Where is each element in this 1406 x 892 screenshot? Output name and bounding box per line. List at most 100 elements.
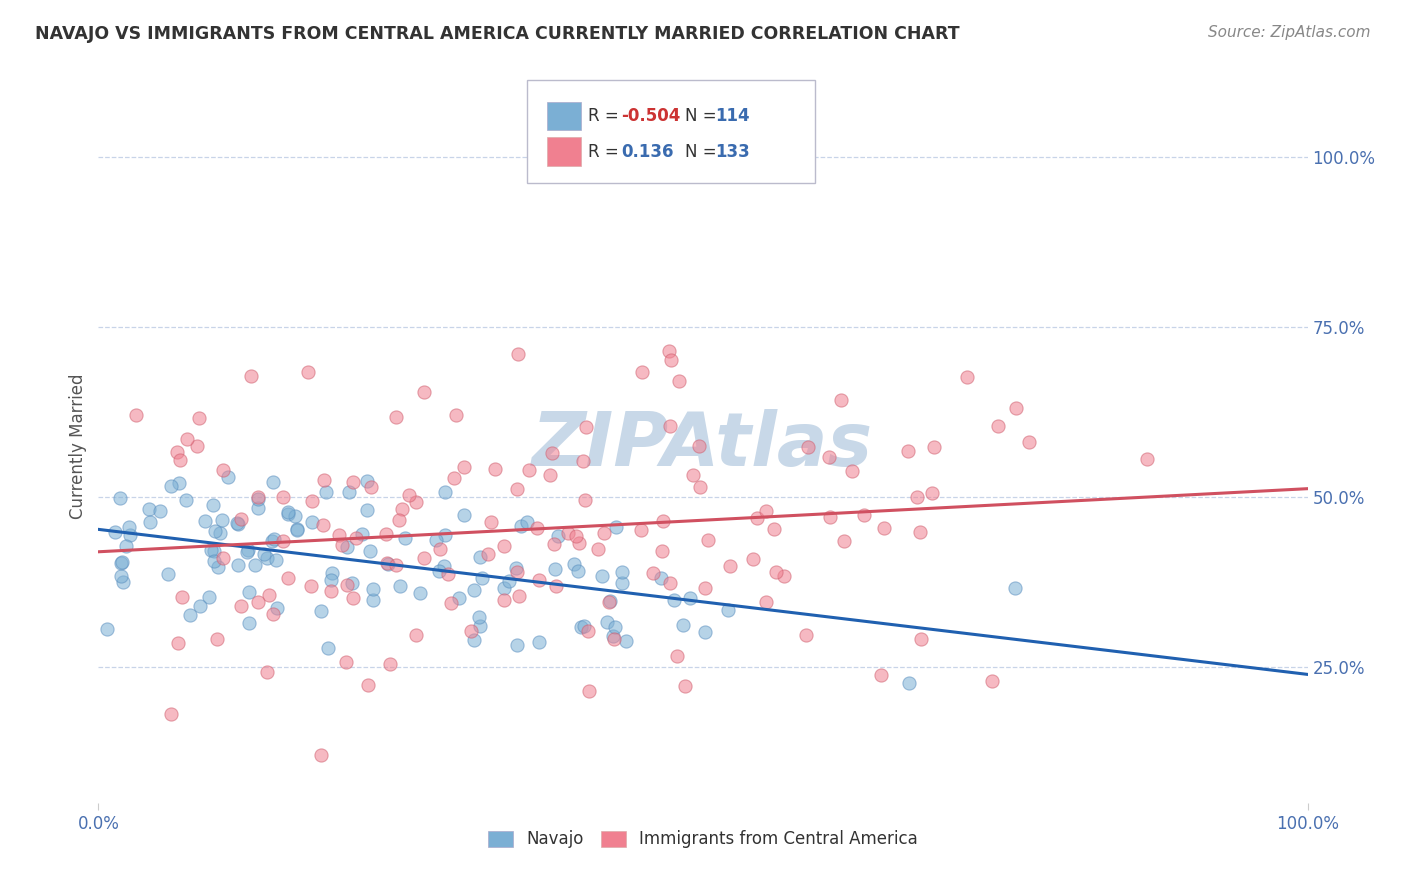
Point [433, 558, 456, 573]
Point [229, 511, 252, 525]
Point [1136, 451, 1159, 466]
Point [569, 620, 592, 634]
Text: 133: 133 [716, 143, 751, 161]
Point [468, 619, 491, 633]
Point [603, 620, 626, 634]
Point [630, 523, 652, 537]
Point [388, 513, 411, 527]
Point [169, 452, 191, 467]
Point [202, 543, 225, 558]
Point [201, 498, 224, 512]
Point [755, 595, 778, 609]
Point [429, 541, 451, 556]
Point [830, 392, 852, 407]
Point [547, 529, 569, 543]
Point [204, 524, 226, 538]
Point [591, 569, 613, 583]
Point [361, 593, 384, 607]
Point [659, 576, 682, 591]
Point [434, 484, 457, 499]
Point [385, 558, 408, 572]
Y-axis label: Currently Married: Currently Married [69, 373, 87, 519]
Point [529, 573, 551, 587]
Point [1005, 401, 1028, 415]
Point [319, 583, 342, 598]
Point [672, 618, 695, 632]
Point [271, 491, 294, 505]
Point [659, 353, 682, 368]
Point [247, 595, 270, 609]
Point [263, 475, 285, 489]
Point [425, 533, 447, 547]
Point [243, 558, 266, 572]
Point [238, 616, 260, 631]
Point [695, 582, 717, 596]
Point [460, 624, 482, 638]
Point [389, 579, 412, 593]
Point [463, 633, 485, 648]
Point [253, 547, 276, 561]
Point [346, 531, 368, 545]
Text: -0.504: -0.504 [621, 107, 681, 125]
Point [440, 596, 463, 610]
Point [202, 554, 225, 568]
Point [361, 582, 384, 596]
Point [506, 638, 529, 652]
Point [575, 420, 598, 434]
Point [226, 517, 249, 532]
Point [240, 368, 263, 383]
Point [321, 566, 343, 581]
Point [238, 543, 260, 558]
Point [603, 632, 626, 647]
Text: 114: 114 [716, 107, 751, 125]
Point [572, 454, 595, 468]
Point [198, 591, 221, 605]
Text: N =: N = [685, 107, 721, 125]
Point [264, 553, 287, 567]
Point [266, 601, 288, 615]
Point [852, 508, 875, 523]
Point [794, 628, 817, 642]
Point [797, 440, 820, 454]
Point [262, 534, 284, 549]
Point [602, 629, 624, 643]
Point [359, 544, 381, 558]
Point [447, 591, 470, 605]
Point [505, 565, 527, 579]
Point [697, 533, 720, 547]
Point [149, 504, 172, 518]
Point [391, 502, 413, 516]
Point [510, 519, 533, 533]
Point [651, 543, 673, 558]
Point [284, 509, 307, 524]
Point [682, 468, 704, 483]
Point [342, 475, 364, 489]
Point [468, 549, 491, 564]
Text: 0.136: 0.136 [621, 143, 673, 161]
Text: NAVAJO VS IMMIGRANTS FROM CENTRAL AMERICA CURRENTLY MARRIED CORRELATION CHART: NAVAJO VS IMMIGRANTS FROM CENTRAL AMERIC… [35, 25, 960, 43]
Point [194, 514, 217, 528]
Point [443, 470, 465, 484]
Point [209, 526, 232, 541]
Point [256, 665, 278, 679]
Point [112, 575, 135, 590]
Point [409, 586, 432, 600]
Point [159, 706, 181, 721]
Point [312, 517, 335, 532]
Point [277, 508, 299, 522]
Point [157, 566, 180, 581]
Point [673, 679, 696, 693]
Point [111, 555, 134, 569]
Point [922, 440, 945, 454]
Point [567, 536, 589, 550]
Point [356, 474, 378, 488]
Point [870, 668, 893, 682]
Point [335, 656, 357, 670]
Point [115, 540, 138, 554]
Point [297, 365, 319, 379]
Point [229, 599, 252, 614]
Point [557, 526, 579, 541]
Point [773, 569, 796, 583]
Point [336, 578, 359, 592]
Point [508, 347, 530, 361]
